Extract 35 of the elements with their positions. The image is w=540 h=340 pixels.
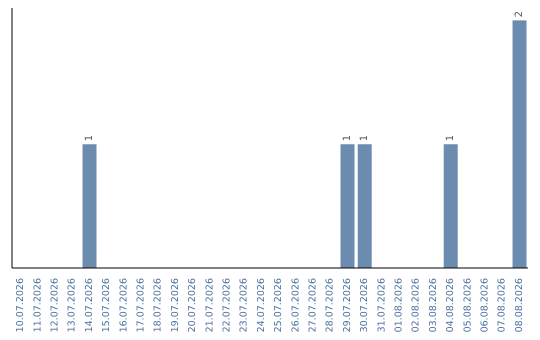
x-tick-label: 04.08.2026 xyxy=(445,278,456,332)
x-tick-label: 12.07.2026 xyxy=(50,278,60,332)
x-tick-label: 30.07.2026 xyxy=(359,278,370,332)
x-tick-label: 31.07.2026 xyxy=(376,278,388,332)
x-tick-label: 07.08.2026 xyxy=(496,278,508,332)
data-label: 1 xyxy=(359,134,370,142)
x-tick-label: 27.07.2026 xyxy=(308,278,318,332)
data-label: 1 xyxy=(84,134,96,142)
x-tick-label: 01.08.2026 xyxy=(394,278,404,332)
data-label: 1 xyxy=(342,134,354,142)
x-tick-label: 08.08.2026 xyxy=(514,278,525,332)
x-tick-label: 10.07.2026 xyxy=(15,278,26,332)
x-tick-label: 11.07.2026 xyxy=(32,278,44,332)
x-tick-label: 13.07.2026 xyxy=(66,278,78,332)
x-tick-label: 16.07.2026 xyxy=(118,278,130,332)
data-label: 2 xyxy=(514,11,526,18)
x-tick-label: 05.08.2026 xyxy=(462,278,474,332)
x-tick-label: 15.07.2026 xyxy=(101,278,112,332)
x-tick-label: 22.07.2026 xyxy=(222,278,232,332)
x-tick-label: 20.07.2026 xyxy=(187,278,198,332)
x-tick-label: 18.07.2026 xyxy=(152,278,164,332)
x-tick-label: 26.07.2026 xyxy=(290,278,302,332)
x-tick-label: 23.07.2026 xyxy=(238,278,250,332)
x-tick-label: 06.08.2026 xyxy=(480,278,490,332)
x-tick-label: 28.07.2026 xyxy=(324,278,336,332)
x-tick-label: 17.07.2026 xyxy=(136,278,146,332)
data-label: 1 xyxy=(445,134,456,142)
x-tick-label: 02.08.2026 xyxy=(410,278,422,332)
x-tick-label: 21.07.2026 xyxy=(204,278,216,332)
x-tick-label: 24.07.2026 xyxy=(256,278,267,332)
x-tick-label: 29.07.2026 xyxy=(342,278,353,332)
x-tick-label: 25.07.2026 xyxy=(273,278,284,332)
x-tick-label: 19.07.2026 xyxy=(170,278,181,332)
x-tick-label: 03.08.2026 xyxy=(428,278,439,332)
x-tick-label: 14.07.2026 xyxy=(84,278,95,332)
